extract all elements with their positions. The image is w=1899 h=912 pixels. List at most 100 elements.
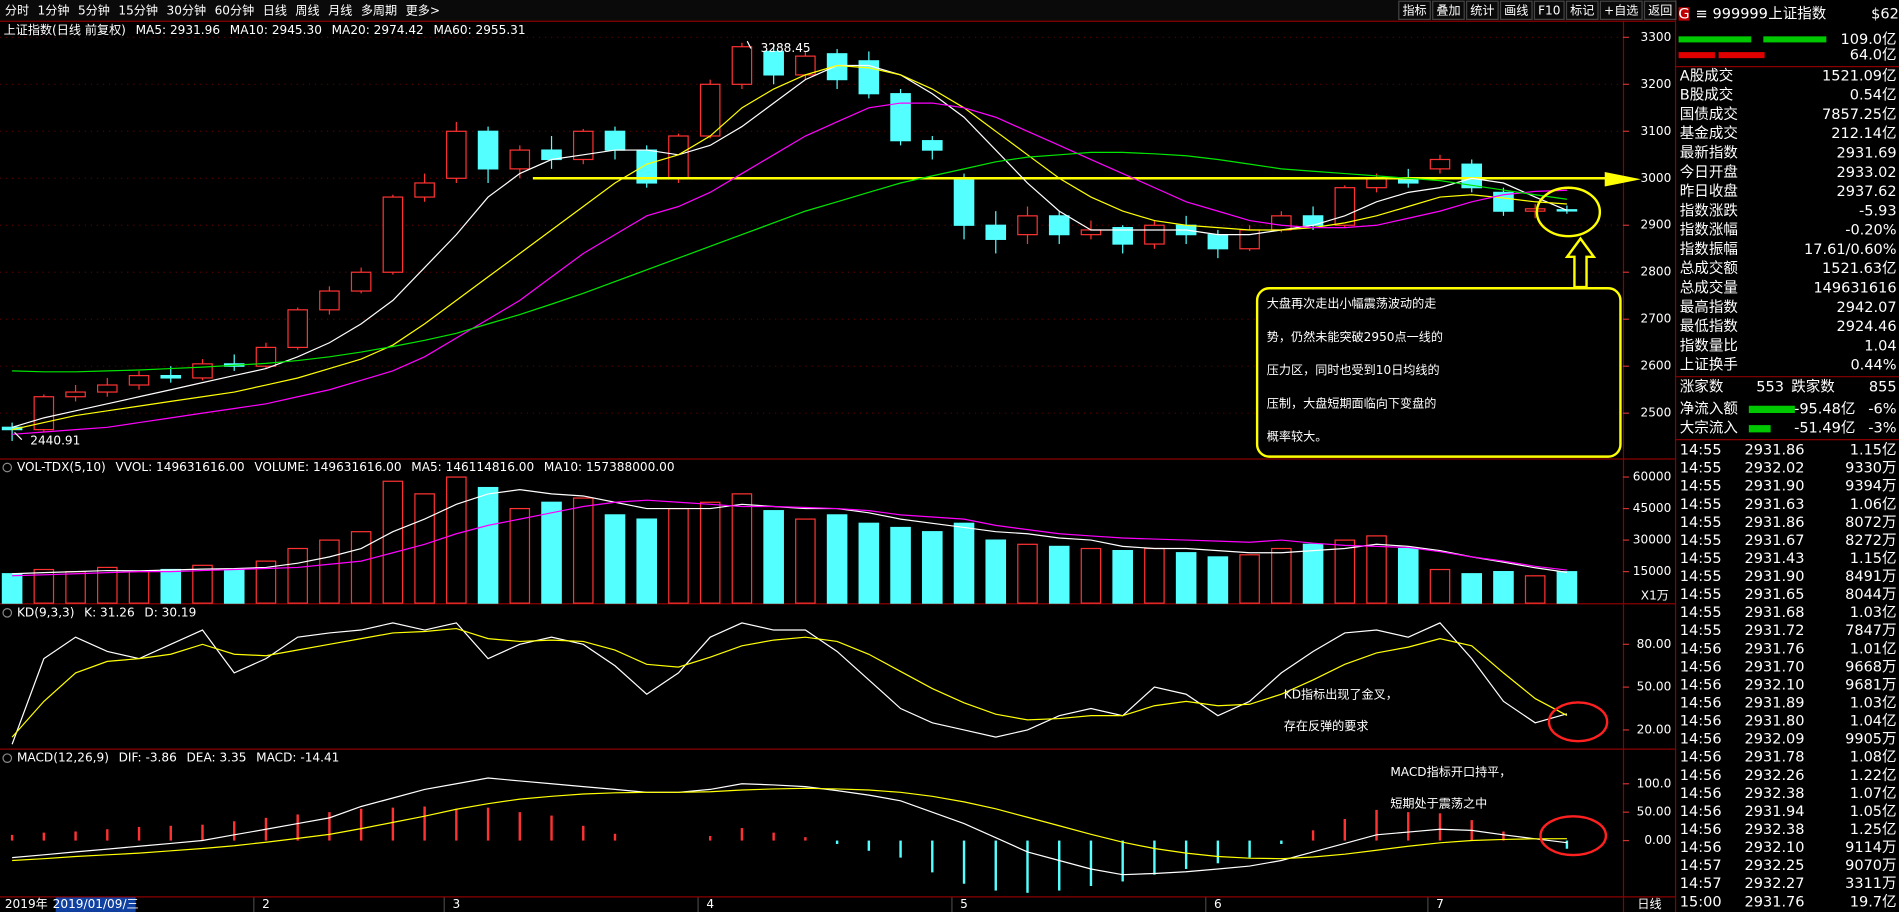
button-frame (1643, 0, 1677, 21)
period-tab[interactable]: 5分钟 (78, 2, 110, 17)
tick-time: 14:55 (1680, 587, 1722, 603)
tick-time: 14:56 (1680, 677, 1722, 693)
high-label: 3288.45 (761, 41, 811, 55)
info-value: 2942.07 (1837, 300, 1897, 316)
tick-volume: 9668万 (1845, 659, 1896, 675)
legend-label: DIF: -3.86 (119, 751, 177, 765)
info-value: 0.44% (1850, 358, 1896, 374)
info-value: 1521.09亿 (1822, 67, 1897, 84)
callout-text: 概率较大。 (1267, 429, 1328, 444)
year-label: 2019年 (5, 897, 48, 911)
volume-bar (1271, 547, 1292, 604)
toolbar-button[interactable]: 统计 (1470, 3, 1494, 17)
sidebar: G ≡ 999999 上证指数 $62 109.0亿 64.0亿 涨家数 553… (1678, 6, 1898, 911)
tick-time: 14:56 (1680, 768, 1722, 784)
period-tab[interactable]: 更多> (406, 3, 440, 17)
period-tab[interactable]: 30分钟 (166, 2, 206, 17)
volume-bar (477, 486, 499, 604)
x-tick-label: 4 (706, 897, 714, 911)
period-tab[interactable]: 日线 (263, 3, 287, 17)
period-tab[interactable]: 月线 (328, 3, 352, 17)
tick-price: 2932.02 (1745, 461, 1805, 477)
legend-label: MA10: 157388000.00 (544, 460, 675, 474)
tick-price: 2931.94 (1745, 804, 1805, 820)
legend-label: MA5: 2931.96 (136, 23, 220, 37)
toolbar-button[interactable]: 指标 (1402, 2, 1426, 17)
callout-text: 势，仍然未能突破2950点一线的 (1267, 329, 1443, 344)
highlight-ellipse (1535, 186, 1602, 238)
volume-bar (1334, 539, 1356, 604)
volume-bar (1461, 573, 1483, 604)
tick-volume: 1.25亿 (1850, 821, 1897, 838)
volume-bar (65, 571, 86, 604)
toolbar-button[interactable]: F10 (1538, 3, 1560, 17)
toolbar-button[interactable]: 标记 (1570, 3, 1594, 17)
flow-value: -95.48亿 (1794, 400, 1855, 417)
volume-bar (382, 480, 404, 604)
period-tab[interactable]: 15分钟 (118, 2, 158, 17)
candle-body (160, 374, 182, 379)
tick-price: 2931.76 (1745, 641, 1805, 657)
tick-volume: 19.7亿 (1850, 893, 1897, 910)
volume-bar (97, 566, 118, 604)
tick-time: 14:55 (1680, 533, 1722, 549)
legend-label: KD(9,3,3) (17, 605, 75, 619)
info-value: 2931.69 (1837, 145, 1897, 161)
info-value: 7857.25亿 (1822, 106, 1897, 123)
callout-text: KD指标出现了金叉， (1284, 687, 1398, 702)
x-tick-label: 2 (262, 897, 270, 911)
tick-time: 14:55 (1680, 605, 1722, 621)
badge: G (1678, 7, 1689, 23)
toolbar (0, 0, 1675, 21)
candle-body (287, 309, 308, 349)
y-tick-label: 20.00 (1637, 722, 1672, 736)
tick-volume: 8491万 (1845, 569, 1896, 585)
info-value: 212.14亿 (1831, 125, 1896, 142)
toolbar-button[interactable]: 画线 (1504, 3, 1528, 17)
candle-body (97, 384, 118, 393)
tick-price: 2931.76 (1745, 894, 1805, 910)
candle-body (1461, 163, 1483, 189)
tick-volume: 1.03亿 (1850, 604, 1897, 621)
candle-body (65, 391, 86, 398)
candle-body (1524, 208, 1546, 212)
period-tab[interactable]: 多周期 (361, 3, 397, 17)
tick-volume: 1.07亿 (1850, 785, 1897, 802)
toolbar-button[interactable]: 叠加 (1436, 3, 1460, 17)
volume-bar (350, 531, 372, 604)
toolbar-button[interactable]: +自选 (1604, 3, 1638, 17)
candle-body (477, 130, 499, 170)
candle-body (1271, 215, 1292, 231)
tick-time: 14:56 (1680, 840, 1722, 856)
candle-body (1366, 177, 1387, 189)
info-label: 最高指数 (1680, 299, 1739, 316)
tick-volume: 9681万 (1845, 677, 1896, 693)
candle-body (1080, 229, 1102, 236)
info-label: 基金成交 (1680, 124, 1738, 142)
candle-body (128, 374, 150, 386)
period-tab[interactable]: 60分钟 (215, 2, 255, 17)
breadth-value: 855 (1869, 380, 1897, 396)
candle-body (572, 130, 594, 161)
tick-volume: 8072万 (1845, 515, 1896, 531)
tick-volume: 1.15亿 (1850, 550, 1897, 567)
toolbar-button[interactable]: 返回 (1648, 3, 1672, 17)
tick-time: 14:56 (1680, 822, 1722, 838)
info-value: 2924.46 (1837, 319, 1897, 335)
volume-bar (1, 573, 23, 604)
period-tab[interactable]: 分时 (5, 3, 29, 17)
button-frame (1466, 0, 1499, 21)
volume-bar (1397, 547, 1419, 604)
period-tab[interactable]: 周线 (295, 3, 319, 17)
info-label: 昨日收盘 (1680, 182, 1738, 200)
flow-label: 大宗流入 (1680, 420, 1738, 437)
tick-volume: 8272万 (1845, 533, 1896, 549)
series-line (11, 64, 1568, 428)
tick-price: 2932.09 (1745, 732, 1805, 748)
highlight-ellipse (1539, 815, 1608, 857)
period-tab[interactable]: 1分钟 (38, 2, 70, 17)
tick-time: 14:56 (1680, 750, 1722, 766)
tick-time: 14:56 (1680, 659, 1722, 675)
